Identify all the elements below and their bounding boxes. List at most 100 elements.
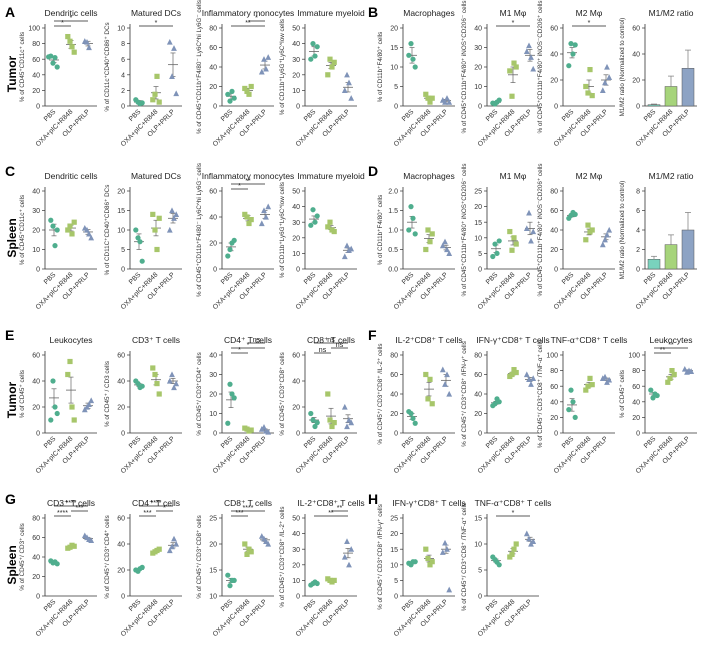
data-point xyxy=(526,376,532,382)
panel-0: Dendritic cells 0 20 40 60 80 100% of CD45⁺CD1… xyxy=(19,8,97,148)
row-label-tumor-2: Tumor xyxy=(5,381,19,418)
y-tick-label: 8 xyxy=(121,41,125,48)
y-tick-label: 100 xyxy=(546,353,558,360)
data-point xyxy=(263,65,269,72)
panel-17: CD3⁺ T cells 0 20 40 60 % of CD45⁺ / CD3 cell… xyxy=(104,335,182,475)
x-tick-label: PBS xyxy=(561,271,576,286)
letter-a: A xyxy=(5,4,15,20)
panel-20: IL-2⁺CD8⁺ T cells 0 20 40 60 80 % of CD45⁺/ CD… xyxy=(377,335,463,475)
panel-title: Dendritic cells xyxy=(45,171,98,181)
y-axis-label: % of CD45⁺/ CD3⁺CD8⁺ cells xyxy=(196,515,203,598)
y-tick-label: 25 xyxy=(209,516,217,523)
y-tick-label: 40 xyxy=(32,72,40,79)
y-axis-label: % of CD45⁺CD11c⁺ cells xyxy=(19,195,26,265)
x-tick-label: PBS xyxy=(43,598,58,613)
data-point xyxy=(408,204,414,210)
y-axis-label: % of CD45⁺ cells xyxy=(619,370,626,418)
data-point xyxy=(69,231,75,237)
data-point xyxy=(348,95,355,101)
y-tick-label: 20 xyxy=(32,88,40,95)
data-point xyxy=(348,245,355,252)
data-point xyxy=(231,395,237,401)
data-point xyxy=(229,391,235,397)
data-point xyxy=(231,95,237,101)
x-tick-label: PBS xyxy=(485,598,500,613)
y-axis-label: % of CD45⁺CD11b⁺F4/80⁺ iNOS⁺CD206⁻ cells xyxy=(461,163,468,296)
data-point xyxy=(166,226,173,233)
significance-label: * xyxy=(512,510,515,517)
y-tick-label: 40 xyxy=(292,531,300,538)
panel-title: M1/M2 ratio xyxy=(649,8,694,18)
x-tick-label: PBS xyxy=(128,108,143,123)
y-tick-label: 20 xyxy=(474,65,482,72)
data-point xyxy=(48,558,54,564)
panel-26: CD8⁺ T cells 10 15 20 25 % of CD45⁺/ CD3⁺CD8⁺… xyxy=(196,498,274,638)
significance-label: ** xyxy=(245,178,251,185)
significance-label: * xyxy=(512,20,515,27)
y-tick-label: 0.5 xyxy=(388,247,398,254)
data-point xyxy=(54,227,60,233)
y-tick-label: 0.0 xyxy=(388,267,398,274)
data-point xyxy=(154,246,160,253)
data-point xyxy=(523,530,530,537)
y-tick-label: 40 xyxy=(550,399,558,406)
data-point xyxy=(242,211,248,217)
panel-title: Leukocytes xyxy=(50,335,93,345)
panel-title: CD3⁺ T cells xyxy=(132,335,180,345)
data-point xyxy=(604,231,610,238)
panel-3: Immature myeloid 0 10 20 30 40 50 % of CD11b⁺Ly… xyxy=(279,8,365,148)
data-point xyxy=(530,375,537,381)
data-point xyxy=(48,217,54,223)
data-point xyxy=(496,399,502,405)
data-point xyxy=(166,377,173,384)
data-point xyxy=(242,85,248,92)
data-point xyxy=(490,554,496,560)
significance-label: *** xyxy=(75,505,83,512)
data-point xyxy=(152,227,158,233)
panel-14: M2 Mφ 0 20 40 60 80 % of CD45⁺CD11b⁺F4/80⁺ iNO… xyxy=(537,163,615,311)
data-point xyxy=(606,376,613,383)
x-tick-label: PBS xyxy=(128,598,143,613)
letter-g: G xyxy=(5,491,16,507)
data-point xyxy=(169,371,175,378)
data-point xyxy=(150,365,156,371)
data-point xyxy=(509,93,515,99)
data-point xyxy=(585,222,591,228)
data-point xyxy=(513,369,519,376)
data-point xyxy=(139,383,145,389)
significance-label: ns xyxy=(253,337,261,344)
y-axis-label: % of CD45⁺/ CD3⁺CD4⁺ cells xyxy=(196,352,203,435)
data-point xyxy=(406,227,412,233)
significance-label: * xyxy=(238,347,241,354)
panel-13: M1 Mφ 0 5 10 15 20 25 % of CD45⁺CD11b⁺F4/80⁺ iN… xyxy=(461,163,539,311)
y-tick-label: 20 xyxy=(390,531,398,538)
y-tick-label: 60 xyxy=(32,353,40,360)
data-point xyxy=(572,414,578,420)
data-point xyxy=(528,237,534,244)
y-tick-label: 10 xyxy=(117,26,125,33)
panel-title: TNF-α⁺CD8⁺ T cells xyxy=(551,335,628,345)
data-point xyxy=(156,215,162,221)
data-point xyxy=(173,380,180,387)
y-tick-label: 15 xyxy=(390,45,398,52)
data-point xyxy=(229,88,235,94)
data-point xyxy=(169,543,175,550)
data-point xyxy=(412,231,418,237)
data-point xyxy=(173,90,180,97)
y-tick-label: 20 xyxy=(117,568,125,575)
data-point xyxy=(327,417,333,423)
y-tick-label: 20 xyxy=(32,405,40,412)
y-tick-label: 40 xyxy=(474,392,482,399)
y-tick-label: 20 xyxy=(292,562,300,569)
data-point xyxy=(50,223,56,229)
data-point xyxy=(429,401,435,407)
y-tick-label: 40 xyxy=(117,542,125,549)
letter-h: H xyxy=(368,491,378,507)
y-tick-label: 60 xyxy=(209,45,217,52)
data-point xyxy=(442,381,448,387)
data-point xyxy=(265,540,272,547)
y-tick-label: 15 xyxy=(209,568,217,575)
data-point xyxy=(444,546,450,552)
panel-5: M1 Mφ 0 10 20 30 40 % of CD45⁺CD11b⁺F4/80⁺ iNO… xyxy=(461,0,539,148)
